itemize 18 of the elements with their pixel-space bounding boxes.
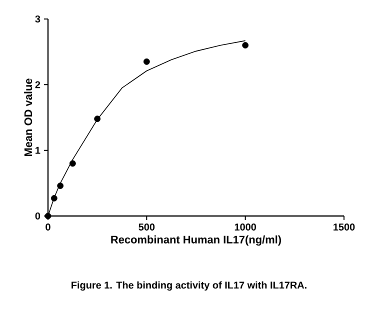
caption: Figure 1. The binding activity of IL17 with IL17RA.: [72, 281, 306, 291]
point: [94, 116, 101, 122]
y-axis-title: Mean OD value: [24, 78, 32, 156]
y-tick-label: 2: [35, 81, 40, 88]
x-axis-title: Recombinant Human IL17(ng/ml): [111, 235, 282, 246]
y-tick-label: 1: [36, 146, 40, 154]
point: [57, 182, 64, 189]
y-tick-label: 3: [35, 15, 40, 23]
point: [242, 42, 249, 48]
x-tick-label: 1500: [334, 224, 355, 231]
x-tick-label: 0: [46, 224, 50, 231]
point: [143, 58, 150, 65]
y-tick-label: 0: [35, 212, 40, 220]
x-tick-label: 1000: [234, 224, 256, 231]
point: [50, 195, 58, 202]
x-tick-label: 500: [138, 224, 155, 231]
point: [44, 212, 52, 220]
point: [69, 160, 76, 167]
